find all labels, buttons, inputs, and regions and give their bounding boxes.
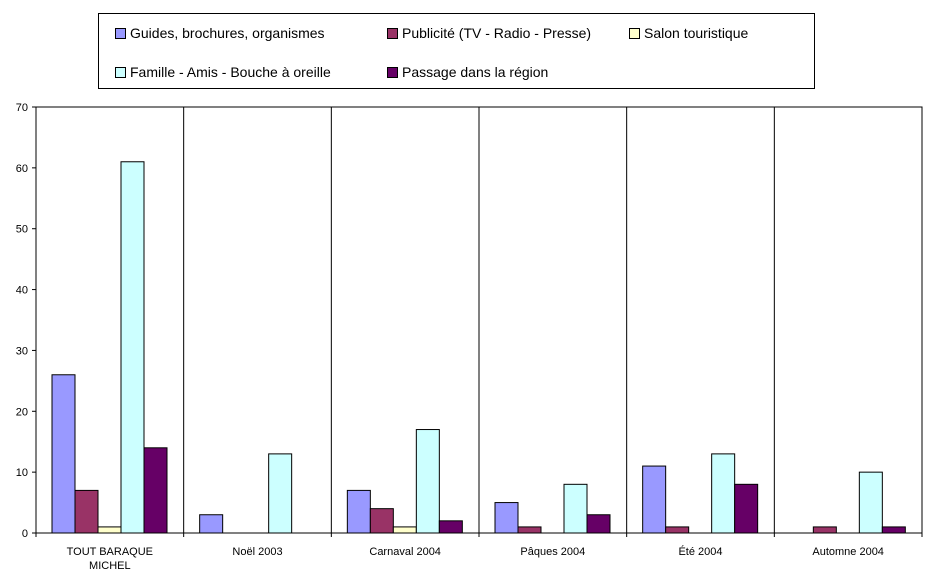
bar	[369, 508, 394, 534]
legend-swatch-salon	[629, 27, 640, 39]
bar	[665, 526, 690, 534]
y-tick-label: 70	[16, 102, 28, 114]
bar	[120, 161, 145, 534]
bar	[199, 514, 224, 534]
legend-label-famille: Famille - Amis - Bouche à oreille	[130, 64, 331, 80]
legend-swatch-guides	[115, 27, 126, 39]
y-tick-label: 30	[16, 345, 28, 357]
x-tick-label: Automne 2004	[812, 546, 884, 558]
x-tick-label: TOUT BARAQUE MICHEL	[67, 546, 153, 572]
legend-swatch-passage	[387, 66, 398, 78]
bar	[74, 489, 99, 534]
bar	[415, 429, 440, 534]
y-tick-label: 50	[16, 224, 28, 236]
legend-item-famille: Famille - Amis - Bouche à oreille	[115, 64, 331, 80]
bar	[268, 453, 293, 534]
bar	[711, 453, 736, 534]
bar	[346, 489, 371, 534]
y-tick-label: 20	[16, 406, 28, 418]
legend: Guides, brochures, organismes Publicité …	[98, 13, 815, 89]
bar	[812, 526, 837, 534]
legend-item-passage: Passage dans la région	[387, 64, 548, 80]
bar	[438, 520, 463, 534]
bar	[51, 374, 76, 534]
bar	[734, 483, 759, 534]
x-tick-label: Carnaval 2004	[369, 546, 441, 558]
legend-item-salon: Salon touristique	[629, 25, 748, 41]
bar	[563, 483, 588, 534]
x-tick-label: Été 2004	[678, 545, 722, 558]
bar	[143, 447, 168, 534]
legend-label-publicite: Publicité (TV - Radio - Presse)	[402, 25, 592, 41]
legend-label-salon: Salon touristique	[644, 25, 749, 41]
x-tick-label: Pâques 2004	[520, 546, 585, 558]
bar	[586, 514, 611, 534]
bar	[97, 526, 122, 534]
y-tick-label: 0	[22, 528, 28, 540]
legend-item-guides: Guides, brochures, organismes	[115, 25, 325, 41]
legend-label-passage: Passage dans la région	[402, 64, 549, 80]
bar	[858, 471, 883, 534]
legend-swatch-famille	[115, 66, 126, 78]
bar	[392, 526, 417, 534]
y-tick-label: 40	[16, 285, 28, 297]
bar	[642, 465, 667, 534]
bar	[881, 526, 906, 534]
bar	[494, 502, 519, 534]
bar	[517, 526, 542, 534]
legend-swatch-publicite	[387, 27, 398, 39]
legend-item-publicite: Publicité (TV - Radio - Presse)	[387, 25, 591, 41]
y-tick-label: 10	[16, 467, 28, 479]
x-tick-label: Noël 2003	[232, 546, 282, 558]
legend-label-guides: Guides, brochures, organismes	[130, 25, 325, 41]
y-tick-label: 60	[16, 163, 28, 175]
